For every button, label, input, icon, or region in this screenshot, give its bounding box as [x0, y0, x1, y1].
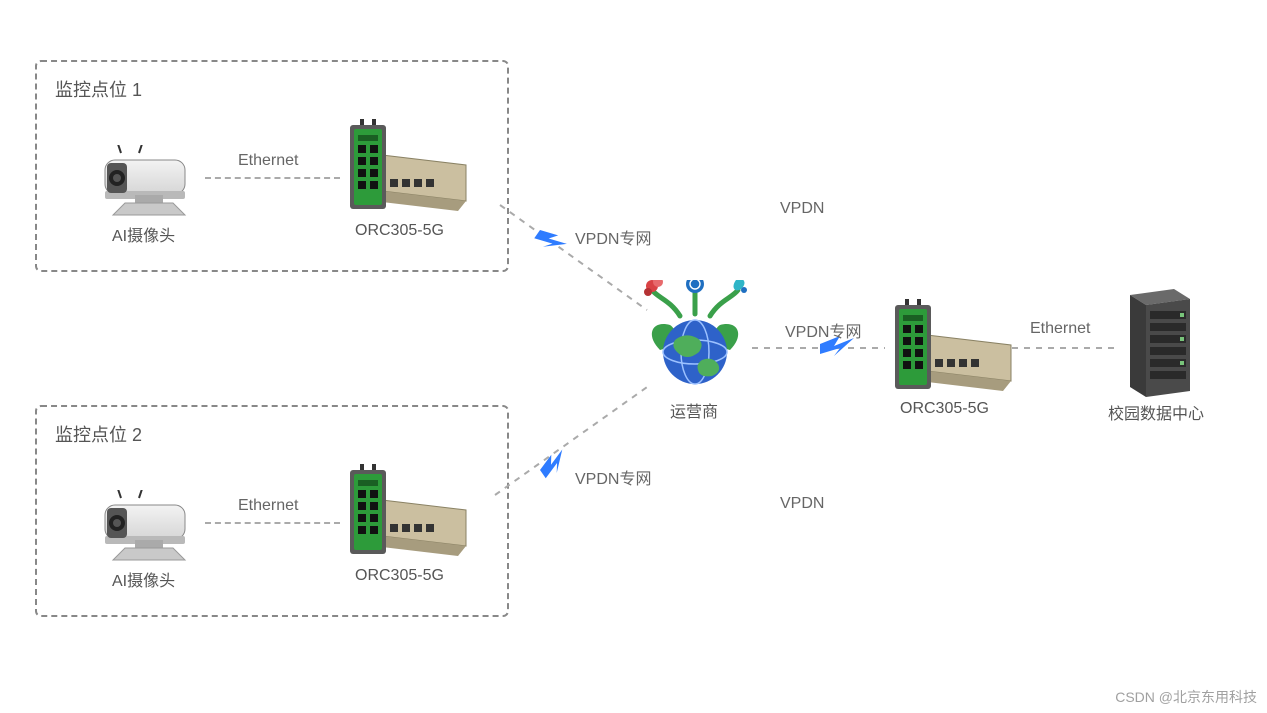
vpdn-label-bottom: VPDN — [780, 495, 824, 513]
vpdn-label-top: VPDN — [780, 200, 824, 218]
vpdn-net-label-2: VPDN专网 — [575, 465, 651, 489]
watermark: CSDN @北京东用科技 — [1115, 687, 1257, 707]
vpdn-net-label-3: VPDN专网 — [785, 318, 861, 342]
connection-overlay — [0, 0, 1267, 713]
ethernet-label-3: Ethernet — [1030, 320, 1090, 338]
vpdn-net-label-1: VPDN专网 — [575, 225, 651, 249]
